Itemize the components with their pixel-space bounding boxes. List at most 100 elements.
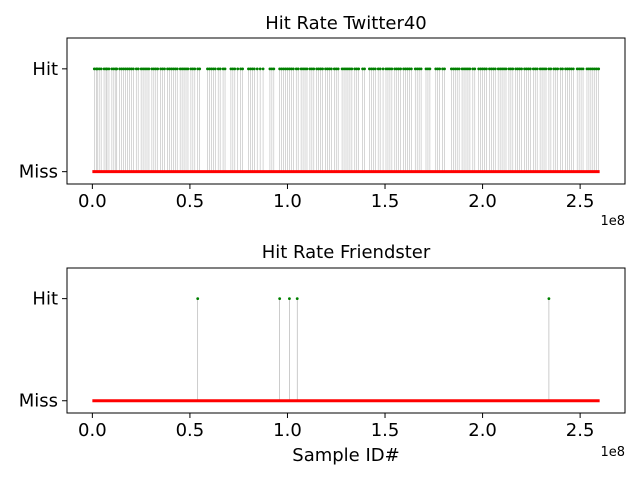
hit-point bbox=[523, 67, 526, 71]
hit-point bbox=[134, 67, 138, 71]
hit-point bbox=[301, 67, 305, 71]
hit-point bbox=[353, 67, 357, 71]
hit-point bbox=[355, 67, 359, 71]
hit-point bbox=[180, 67, 184, 71]
hit-point bbox=[136, 67, 140, 71]
hit-point bbox=[577, 67, 581, 71]
hit-point bbox=[395, 67, 399, 71]
hit-point bbox=[171, 67, 175, 71]
x-tick-label: 1.0 bbox=[273, 191, 302, 212]
hit-point bbox=[252, 67, 256, 71]
hit-point bbox=[218, 67, 222, 71]
chart-title: Hit Rate Twitter40 bbox=[265, 13, 427, 34]
hit-point bbox=[129, 67, 133, 71]
hit-point bbox=[289, 67, 293, 71]
hit-point bbox=[317, 67, 321, 71]
x-tick-label: 0.0 bbox=[78, 420, 107, 441]
hit-point bbox=[329, 67, 333, 71]
hit-point bbox=[451, 67, 455, 71]
hit-point bbox=[340, 67, 344, 71]
hit-point bbox=[310, 67, 314, 71]
hit-point bbox=[126, 67, 129, 71]
hit-point bbox=[118, 67, 122, 71]
hit-point bbox=[344, 67, 348, 71]
hit-point bbox=[587, 67, 591, 71]
hit-point bbox=[502, 67, 506, 71]
hit-point bbox=[443, 67, 446, 71]
hit-point bbox=[280, 67, 284, 71]
hit-point bbox=[397, 67, 401, 71]
hit-point bbox=[178, 67, 182, 71]
hit-point bbox=[477, 67, 481, 71]
hit-point bbox=[424, 67, 428, 71]
hit-stems bbox=[94, 68, 599, 172]
hit-point bbox=[182, 67, 186, 71]
hit-point bbox=[549, 67, 553, 71]
x-tick-label: 2.0 bbox=[468, 420, 497, 441]
hit-point bbox=[581, 67, 585, 71]
hit-point bbox=[348, 67, 352, 71]
hit-point bbox=[361, 67, 364, 71]
hit-point bbox=[303, 67, 307, 71]
hit-point bbox=[154, 67, 158, 71]
hit-point bbox=[334, 67, 338, 71]
hit-point bbox=[115, 67, 119, 71]
hit-point bbox=[312, 67, 316, 71]
hit-point bbox=[518, 67, 522, 71]
hit-point bbox=[191, 67, 195, 71]
hit-point bbox=[369, 67, 373, 71]
hit-point bbox=[489, 67, 493, 71]
x-axis-label: Sample ID# bbox=[292, 445, 399, 466]
hit-point bbox=[342, 67, 346, 71]
hit-point bbox=[223, 67, 227, 71]
hit-point bbox=[593, 67, 597, 71]
hit-point bbox=[261, 67, 265, 71]
hit-point bbox=[373, 67, 377, 71]
y-axis-ticks: Miss Hit bbox=[19, 289, 67, 412]
hit-point bbox=[229, 67, 233, 71]
hit-point bbox=[284, 67, 287, 71]
hit-point bbox=[288, 67, 291, 71]
hit-point bbox=[120, 67, 124, 71]
hit-point bbox=[291, 67, 295, 71]
hit-point bbox=[399, 67, 403, 71]
hit-point bbox=[473, 67, 477, 71]
hit-point bbox=[324, 67, 327, 71]
hit-point bbox=[156, 67, 160, 71]
hit-point bbox=[233, 67, 237, 71]
hit-point bbox=[462, 67, 466, 71]
hit-stems bbox=[197, 298, 550, 401]
hit-point bbox=[175, 67, 179, 71]
hit-points bbox=[196, 297, 551, 301]
hit-point bbox=[408, 67, 411, 71]
hit-point bbox=[169, 67, 173, 71]
hit-point bbox=[471, 67, 475, 71]
hit-point bbox=[514, 67, 518, 71]
y-axis-ticks: Miss Hit bbox=[19, 59, 67, 183]
hit-point bbox=[336, 67, 340, 71]
hit-point bbox=[378, 67, 382, 71]
hit-point bbox=[299, 67, 303, 71]
hit-point bbox=[531, 67, 535, 71]
hit-point bbox=[417, 67, 421, 71]
hit-point bbox=[305, 67, 309, 71]
hit-point bbox=[441, 67, 444, 71]
hit-point bbox=[589, 67, 593, 71]
hit-point bbox=[208, 67, 211, 71]
hit-point bbox=[466, 67, 470, 71]
hit-point bbox=[141, 67, 145, 71]
hit-point bbox=[384, 67, 388, 71]
y-tick-label: Hit bbox=[32, 59, 58, 80]
hit-point bbox=[163, 67, 166, 71]
hit-point bbox=[241, 67, 244, 71]
hit-point bbox=[404, 67, 407, 71]
x-tick-label: 2.5 bbox=[566, 191, 595, 212]
hit-point bbox=[296, 67, 300, 71]
plot-frame bbox=[66, 37, 626, 185]
plot-frame bbox=[66, 267, 626, 414]
hit-point bbox=[388, 67, 392, 71]
hit-point bbox=[131, 67, 135, 71]
hit-point bbox=[571, 67, 575, 71]
hit-point bbox=[209, 67, 213, 71]
x-offset-label: 1e8 bbox=[600, 214, 625, 229]
